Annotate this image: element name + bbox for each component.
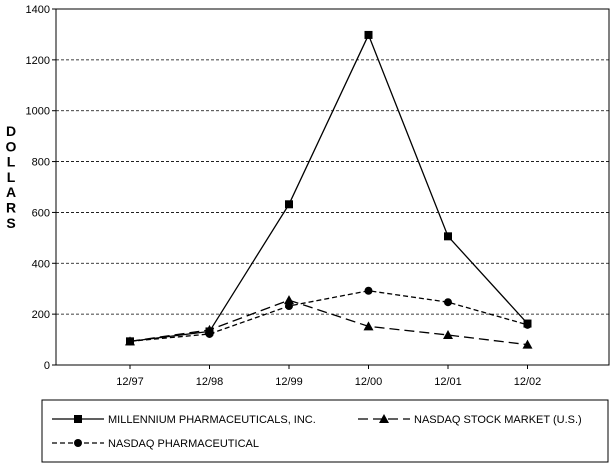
y-tick-label: 600 — [32, 207, 50, 219]
series-lines — [129, 33, 528, 346]
legend-marker-circle — [74, 439, 82, 447]
data-point-circle — [285, 302, 293, 311]
data-point-circle — [523, 320, 532, 329]
y-tick-label: 0 — [44, 360, 50, 372]
y-axis-title-letter: S — [6, 215, 15, 231]
data-point-triangle — [443, 329, 453, 339]
legend-label: NASDAQ STOCK MARKET (U.S.) — [414, 414, 582, 426]
y-tick-label: 1200 — [26, 55, 50, 67]
y-tick-label: 400 — [32, 258, 50, 270]
data-point-square — [364, 30, 373, 39]
data-point-square — [444, 232, 452, 241]
y-axis-title-letter: R — [6, 200, 16, 216]
x-tick-label: 12/02 — [514, 376, 542, 388]
y-tick-label: 1000 — [26, 106, 50, 118]
data-point-circle — [444, 298, 452, 307]
legend: MILLENNIUM PHARMACEUTICALS, INC. NASDAQ S… — [52, 414, 582, 450]
y-axis-title-letter: A — [6, 184, 16, 200]
x-tick-label: 12/98 — [196, 376, 224, 388]
legend-marker-square — [74, 415, 82, 423]
data-point-circle — [205, 329, 214, 338]
legend-label: MILLENNIUM PHARMACEUTICALS, INC. — [108, 414, 316, 426]
y-tick-label: 1400 — [26, 4, 50, 16]
y-axis-title-letter: L — [7, 169, 16, 185]
data-point-circle — [364, 286, 373, 295]
x-tick-label: 12/01 — [434, 376, 462, 388]
legend-label: NASDAQ PHARMACEUTICAL — [108, 438, 259, 450]
data-point-square — [285, 200, 293, 209]
series-markers — [125, 30, 533, 349]
data-point-triangle — [522, 339, 533, 349]
series-line-2 — [129, 290, 528, 342]
data-point-circle — [126, 337, 134, 346]
series-line-1 — [129, 299, 528, 346]
y-tick-label: 200 — [32, 309, 50, 321]
x-tick-label: 12/97 — [116, 376, 144, 388]
x-axis-ticks: 12/97 12/98 12/99 12/00 12/01 12/02 — [116, 365, 541, 388]
legend-box — [41, 399, 609, 463]
legend-marker-triangle — [379, 414, 389, 423]
y-tick-label: 800 — [32, 157, 50, 169]
x-tick-label: 12/99 — [275, 376, 303, 388]
y-axis-title-letter: D — [6, 123, 16, 139]
plot-area — [55, 8, 610, 366]
data-point-triangle — [363, 321, 374, 331]
x-tick-label: 12/00 — [355, 376, 383, 388]
y-axis-title-letter: L — [7, 154, 16, 170]
series-line-0 — [129, 33, 528, 342]
data-point-triangle — [284, 295, 294, 305]
y-axis-title-letter: O — [6, 138, 17, 154]
y-axis-ticks: 0 200 400 600 800 1000 1200 1400 — [26, 4, 56, 372]
